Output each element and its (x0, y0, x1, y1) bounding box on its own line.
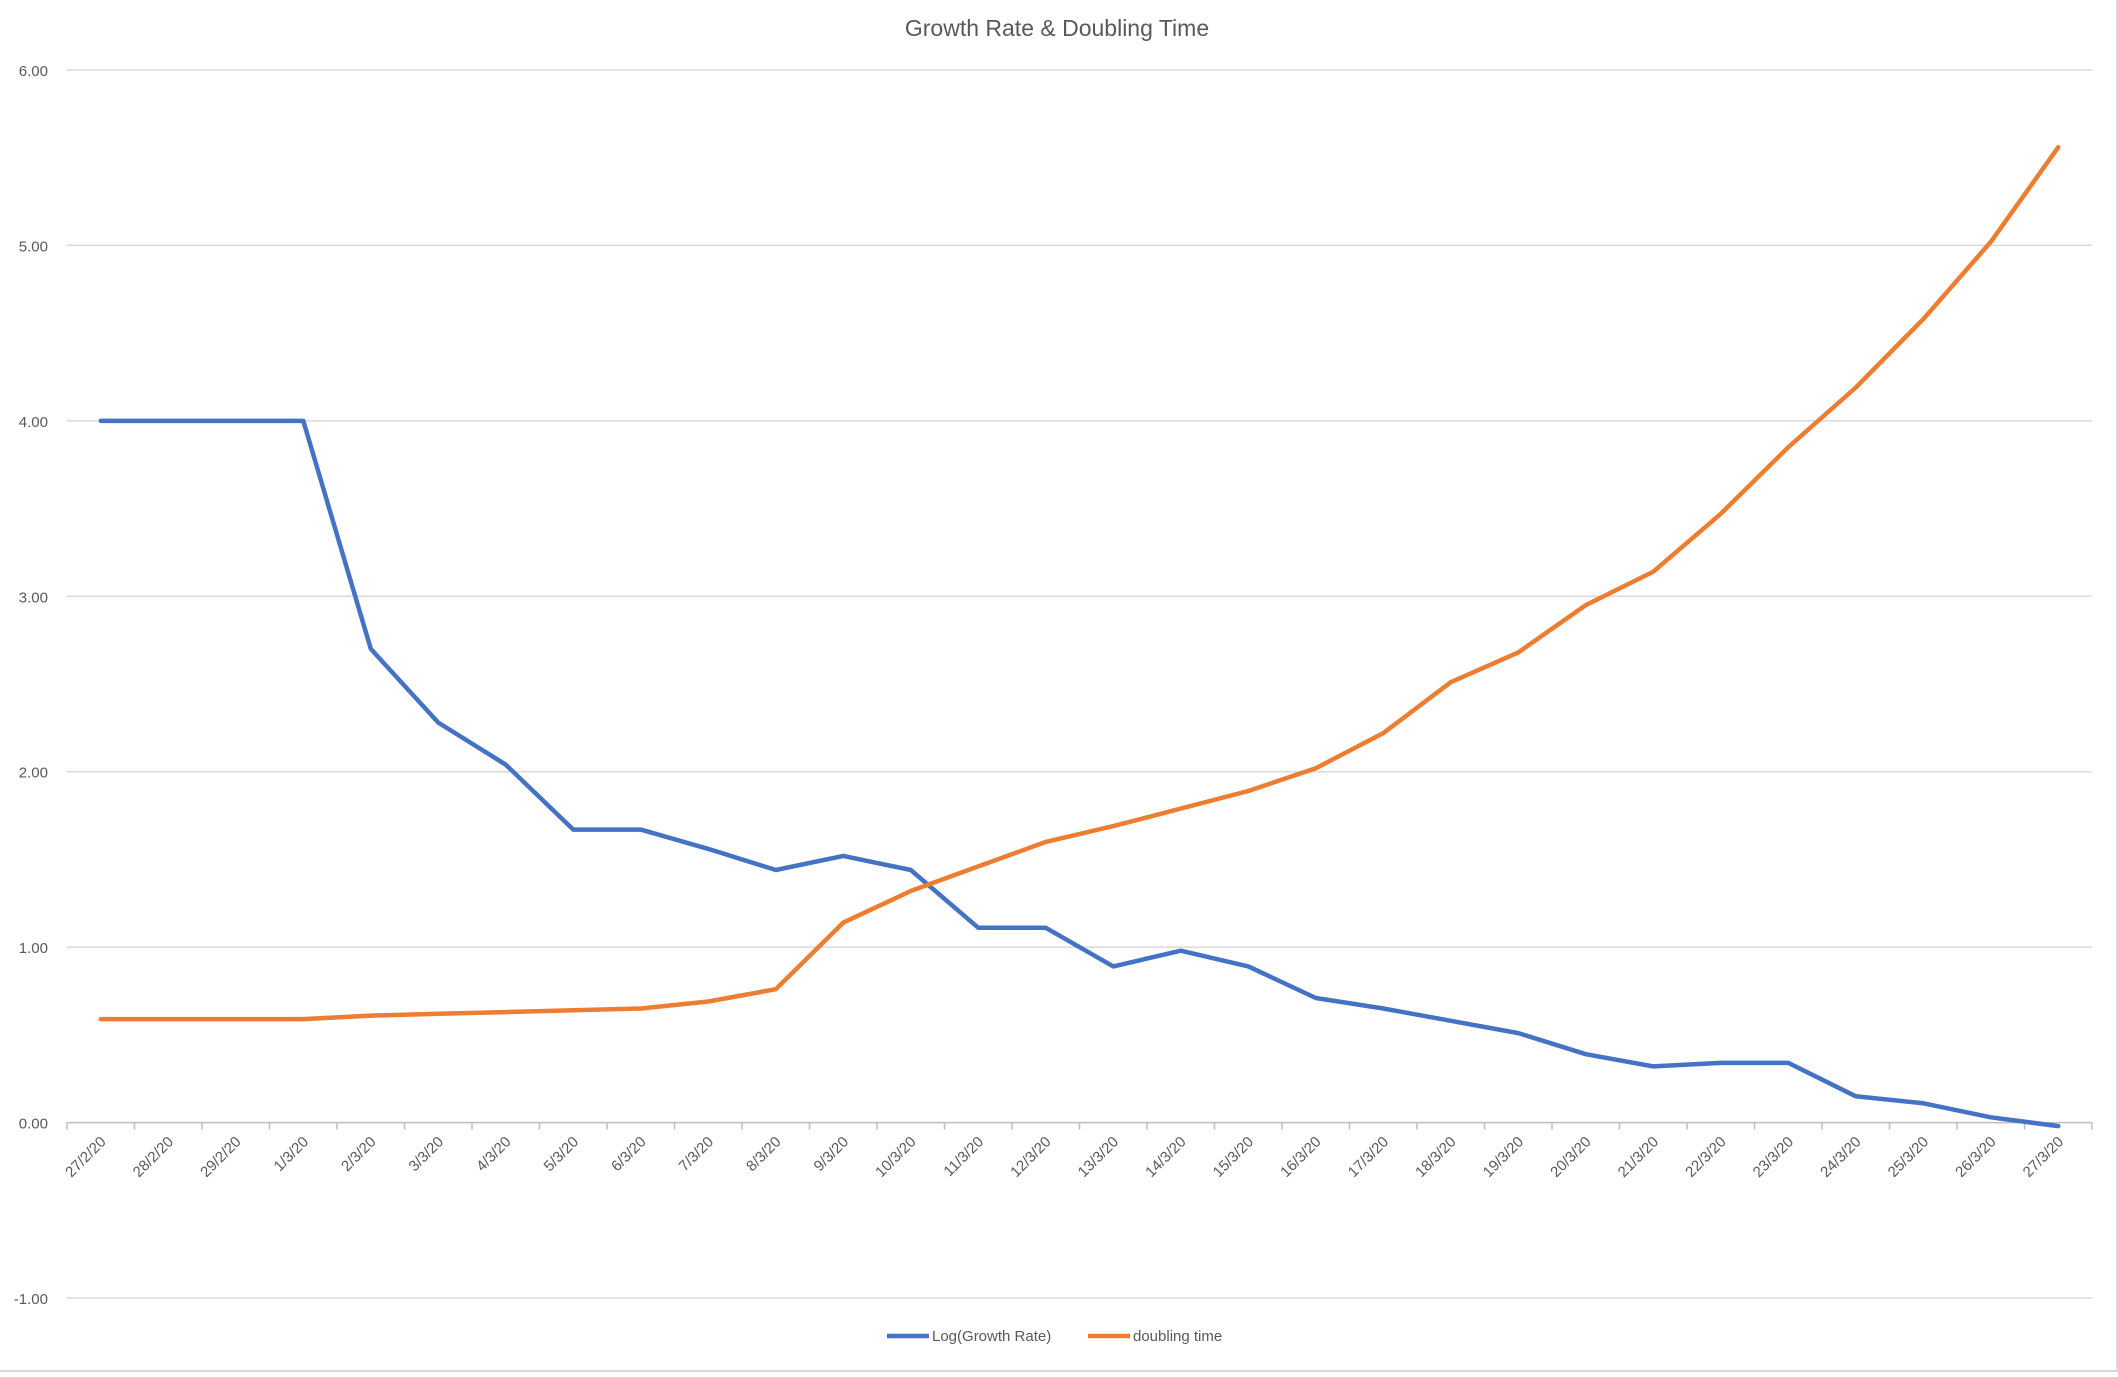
y-tick-label: 6.00 (19, 63, 48, 80)
x-tick-label: 11/3/20 (940, 1133, 987, 1180)
y-tick-label: 2.00 (19, 765, 48, 782)
x-tick-label: 25/3/20 (1885, 1133, 1932, 1180)
x-tick-label: 26/3/20 (1952, 1133, 1999, 1180)
x-axis (66, 1121, 2093, 1130)
x-tick-label: 28/2/20 (130, 1133, 177, 1180)
x-tick-label: 22/3/20 (1682, 1133, 1729, 1180)
x-tick-label: 3/3/20 (406, 1133, 448, 1175)
gridlines (67, 69, 2092, 1299)
x-tick-label: 19/3/20 (1480, 1133, 1527, 1180)
y-tick-label: 4.00 (19, 414, 48, 431)
y-tick-label: 3.00 (19, 589, 48, 606)
legend-label: doubling time (1133, 1328, 1222, 1345)
window-edge-right (2116, 0, 2118, 1372)
y-tick-label: 5.00 (19, 238, 48, 255)
x-tick-label: 5/3/20 (541, 1133, 583, 1175)
series-lines (98, 144, 2061, 1129)
x-tick-label: 21/3/20 (1615, 1133, 1662, 1180)
x-tick-label: 9/3/20 (811, 1133, 853, 1175)
x-tick-label: 8/3/20 (743, 1133, 785, 1175)
x-axis-tick-labels: 27/2/20 28/2/20 29/2/20 1/3/20 2/3/20 3/3/20 4… (62, 1133, 2067, 1180)
x-tick-label: 16/3/20 (1277, 1133, 1324, 1180)
y-tick-label: -1.00 (14, 1291, 48, 1308)
y-tick-label: 1.00 (19, 940, 48, 957)
x-tick-label: 17/3/20 (1345, 1133, 1392, 1180)
x-tick-label: 29/2/20 (197, 1133, 244, 1180)
x-tick-label: 12/3/20 (1007, 1133, 1054, 1180)
legend-label: Log(Growth Rate) (932, 1328, 1051, 1345)
chart-title: Growth Rate & Doubling Time (905, 15, 1209, 41)
x-tick-label: 14/3/20 (1142, 1133, 1189, 1180)
series-line-1 (98, 144, 2061, 1022)
x-tick-label: 20/3/20 (1547, 1133, 1594, 1180)
x-tick-label: 24/3/20 (1817, 1133, 1864, 1180)
y-axis-tick-labels: 6.00 5.00 4.00 3.00 2.00 1.00 0.00 -1.00 (14, 63, 48, 1308)
x-tick-label: 6/3/20 (608, 1133, 650, 1175)
x-tick-label: 1/3/20 (271, 1133, 313, 1175)
x-tick-label: 4/3/20 (473, 1133, 515, 1175)
x-tick-label: 15/3/20 (1210, 1133, 1257, 1180)
x-tick-label: 23/3/20 (1750, 1133, 1797, 1180)
legend: Log(Growth Rate) doubling time (887, 1328, 1222, 1345)
y-tick-label: 0.00 (19, 1116, 48, 1133)
x-tick-label: 10/3/20 (872, 1133, 919, 1180)
x-tick-label: 27/2/20 (62, 1133, 109, 1180)
x-tick-label: 7/3/20 (676, 1133, 718, 1175)
x-tick-label: 13/3/20 (1075, 1133, 1122, 1180)
series-line-0 (98, 418, 2061, 1129)
window-edge-bottom (0, 1370, 2118, 1372)
x-tick-label: 18/3/20 (1412, 1133, 1459, 1180)
x-tick-label: 27/3/20 (2020, 1133, 2067, 1180)
x-tick-label: 2/3/20 (338, 1133, 380, 1175)
